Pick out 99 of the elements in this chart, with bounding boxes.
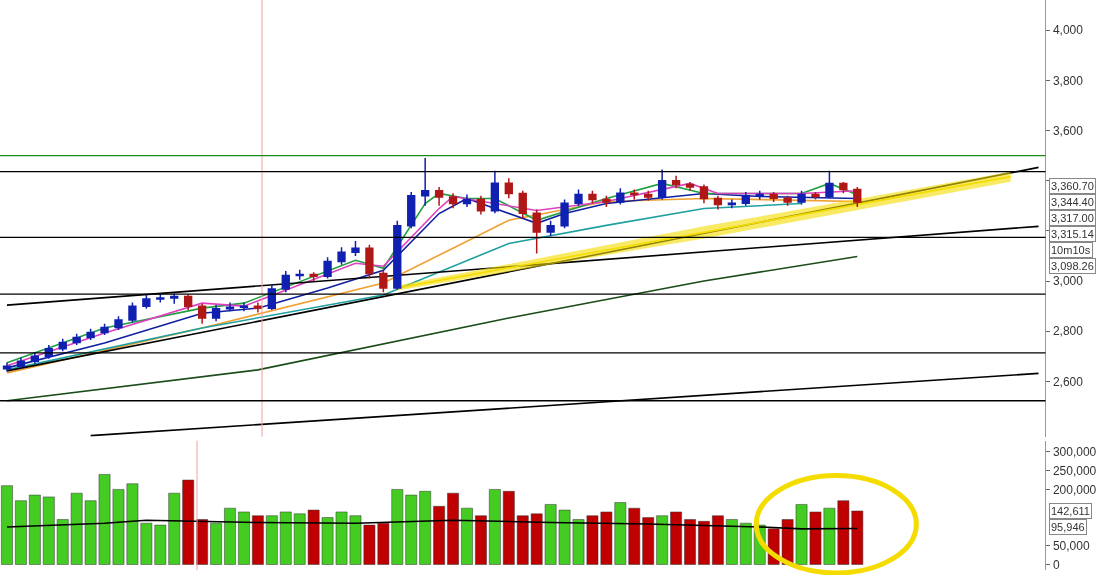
text: 3,360.70	[1051, 180, 1094, 192]
y-tick-label: 2,800	[1052, 324, 1084, 339]
candlestick	[727, 198, 737, 210]
candlestick	[560, 198, 569, 230]
candlestick	[100, 322, 109, 336]
bar	[475, 515, 487, 565]
candlestick	[490, 169, 500, 215]
bar	[29, 494, 41, 565]
candlestick	[476, 194, 486, 216]
candlestick	[2, 361, 12, 373]
candlestick	[462, 193, 472, 208]
text: 10m10s	[1051, 244, 1091, 256]
line-series	[6, 519, 859, 530]
text: 3,098.26	[1051, 260, 1094, 272]
candlestick	[839, 181, 848, 194]
bar	[656, 515, 668, 565]
bar	[684, 519, 696, 565]
bar	[182, 479, 195, 565]
bar	[238, 511, 250, 565]
text: 3,315.14	[1051, 228, 1094, 240]
candlestick	[365, 243, 374, 280]
candlestick	[197, 302, 207, 325]
candlestick	[184, 294, 193, 311]
candlestick	[86, 327, 95, 341]
candlestick	[434, 186, 444, 207]
candlestick	[253, 301, 263, 314]
bar	[739, 522, 752, 565]
text: 95,946	[1051, 521, 1085, 533]
candlestick	[546, 220, 555, 237]
bar	[433, 506, 445, 565]
y-tick-label: 4,000	[1052, 23, 1084, 38]
bar	[15, 500, 27, 565]
candlestick	[379, 269, 388, 294]
candlestick	[602, 194, 611, 208]
candlestick	[448, 192, 458, 210]
bar	[252, 515, 264, 565]
y-tick-label: 250,000	[1052, 463, 1097, 478]
y-tick-label: 50,000	[1052, 538, 1090, 553]
bar	[670, 511, 682, 565]
candlestick	[825, 169, 834, 199]
y-tick-label: 200,000	[1052, 482, 1097, 497]
text: 3,344.40	[1051, 196, 1094, 208]
candlestick	[30, 351, 40, 365]
bar	[698, 521, 710, 565]
bar	[42, 496, 55, 565]
candlestick	[393, 220, 402, 291]
candlestick	[783, 194, 792, 207]
candlestick	[853, 186, 862, 208]
candlestick	[616, 187, 625, 206]
candlestick	[741, 191, 750, 207]
candlestick	[421, 157, 430, 207]
candlestick	[225, 301, 235, 312]
candlestick	[657, 168, 667, 201]
bar	[461, 507, 473, 565]
candlestick	[699, 183, 709, 205]
y-tick-label: 3,800	[1052, 73, 1084, 88]
candlestick	[797, 189, 806, 206]
candlestick	[351, 240, 360, 257]
y-tick-label: 300,000	[1052, 445, 1097, 460]
candlestick	[337, 246, 346, 266]
bar	[224, 507, 236, 565]
candlestick	[58, 338, 67, 353]
candlestick	[518, 189, 527, 220]
bar	[447, 492, 459, 565]
candlestick	[644, 189, 653, 202]
candlestick	[142, 294, 151, 310]
candlestick	[16, 356, 26, 370]
bar	[502, 491, 515, 565]
candlestick	[671, 174, 681, 189]
bar	[419, 491, 431, 565]
bar	[266, 515, 278, 565]
bar	[489, 489, 501, 565]
candlestick	[281, 270, 290, 294]
candlestick	[239, 301, 249, 312]
bar	[1, 485, 13, 565]
text: 142,611	[1051, 505, 1090, 517]
candlestick	[407, 191, 416, 230]
bar	[210, 522, 222, 565]
y-tick-label: 2,600	[1052, 374, 1084, 389]
bar	[712, 515, 724, 565]
bar	[726, 519, 738, 565]
bar	[642, 517, 655, 565]
candlestick	[504, 177, 513, 199]
y-tick-label: 3,600	[1052, 123, 1084, 138]
candlestick	[323, 256, 332, 280]
y-tick-label: 3,000	[1052, 274, 1084, 289]
text: 3,317.00	[1051, 212, 1094, 224]
candlestick	[574, 188, 583, 207]
candlestick	[211, 304, 221, 322]
candlestick	[532, 208, 541, 255]
candlestick	[309, 271, 318, 282]
candlestick	[156, 292, 165, 304]
candlestick	[630, 188, 639, 201]
candlestick	[713, 194, 723, 211]
y-tick-label: 0	[1052, 557, 1060, 572]
candlestick	[114, 315, 123, 331]
candlestick	[128, 301, 137, 324]
candlestick	[685, 181, 695, 192]
candlestick	[588, 189, 597, 205]
